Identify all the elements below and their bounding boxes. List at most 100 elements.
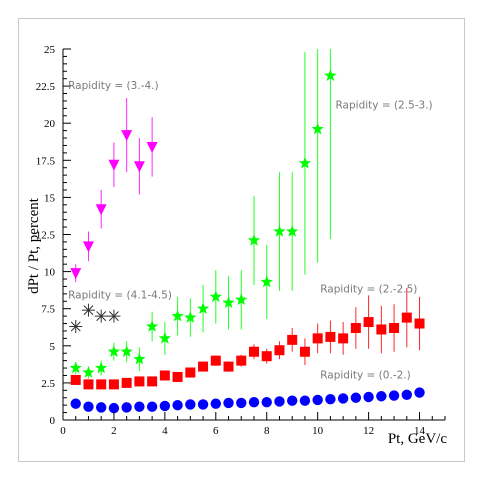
data-point-triangle [133,161,145,173]
data-point-star [133,352,146,365]
data-point-square [325,331,336,342]
data-point-circle [236,397,247,409]
data-point-circle [325,394,336,405]
data-point-triangle [146,141,158,153]
data-point-circle [223,397,234,409]
data-point-star [286,225,299,237]
y-tick-label: 25 [44,44,56,56]
data-point-square [108,379,119,390]
data-point-circle [414,387,425,398]
data-point-square [363,317,374,328]
data-point-square [274,345,285,356]
y-tick-label: 17.5 [36,155,56,167]
data-point-circle [261,396,272,408]
rapidity-annotation: Rapidity = (0.-2.) [320,369,411,381]
data-point-circle [388,390,400,401]
data-point-asterisk [96,311,107,322]
rapidity-annotation: Rapidity = (3.-4.) [68,80,158,92]
data-point-circle [146,401,158,412]
data-point-star [145,320,159,332]
data-point-circle [121,402,132,413]
data-point-square [172,371,183,382]
data-point-circle [274,396,285,407]
data-point-star [120,345,133,357]
data-point-square [223,361,234,372]
data-point-circle [350,392,362,403]
data-point-circle [287,395,298,406]
data-point-circle [134,401,145,412]
data-markers [69,69,425,414]
data-point-circle [172,399,183,411]
axes: 0 2 4 6 8 10 12 14 0 2.5 5 7.5 10 12.5 15 17.5 20 22.5 25 [36,44,446,437]
data-point-square [401,312,412,323]
data-point-asterisk [70,321,81,332]
x-tick-label: 12 [363,425,374,437]
data-point-star [311,122,324,135]
y-tick-label: 0 [50,415,56,427]
data-point-square [70,374,81,385]
data-point-asterisk [83,305,94,316]
data-point-star [273,225,286,237]
data-point-circle [376,391,387,402]
data-point-circle [96,402,107,413]
data-point-circle [299,395,311,406]
y-tick-label: 2.5 [41,378,55,390]
data-point-star [184,311,197,323]
y-tick-label: 15 [44,192,56,204]
x-tick-label: 10 [312,425,324,437]
data-point-square [210,355,221,366]
data-point-circle [197,399,209,410]
data-point-square [121,377,132,388]
data-point-star [222,296,235,309]
y-tick-label: 12.5 [36,230,56,242]
data-point-star [107,345,121,357]
data-point-circle [70,398,81,409]
y-tick-label: 20 [44,118,56,130]
x-axis-title: Pt, GeV/c [388,431,448,447]
annotations: Rapidity = (3.-4.) Rapidity = (2.5-3.) Rap… [68,80,433,381]
data-point-circle [83,401,94,412]
rapidity-annotation: Rapidity = (2.5-3.) [335,99,432,111]
data-point-square [376,324,387,335]
y-axis-title: dPt / Pt, percent [26,197,42,294]
data-point-star [82,366,95,378]
y-tick-label: 10 [44,267,56,279]
data-point-triangle [121,130,133,142]
data-point-square [147,376,158,387]
data-point-square [249,346,259,357]
data-point-square [350,322,361,333]
x-tick-label: 8 [264,425,270,437]
data-point-square [159,370,170,381]
data-point-star [324,69,337,81]
data-point-square [134,376,145,387]
data-point-square [338,333,349,344]
y-tick-label: 22.5 [36,81,56,93]
data-point-circle [337,393,349,404]
data-point-triangle [70,268,82,280]
data-point-square [198,361,209,372]
data-point-square [312,333,323,344]
data-point-triangle [108,159,120,171]
data-point-star [171,309,184,322]
data-point-star [247,233,261,246]
x-tick-label: 4 [162,425,168,437]
data-point-triangle [95,204,107,216]
data-point-square [261,351,272,362]
x-tick-label: 2 [111,425,117,437]
data-point-square [389,322,400,333]
data-point-circle [159,400,171,412]
data-point-square [185,367,196,378]
data-point-square [287,334,298,345]
y-tick-label: 7.5 [41,304,55,316]
data-point-star [298,156,312,169]
data-point-star [235,293,248,306]
rapidity-annotation: Rapidity = (2.-2.5) [320,283,417,295]
data-point-star [69,361,82,374]
data-point-square [299,346,310,357]
x-tick-label: 14 [414,425,426,437]
data-point-star [158,331,172,344]
data-point-circle [248,396,260,408]
data-point-star [260,275,273,288]
data-point-square [96,379,107,390]
